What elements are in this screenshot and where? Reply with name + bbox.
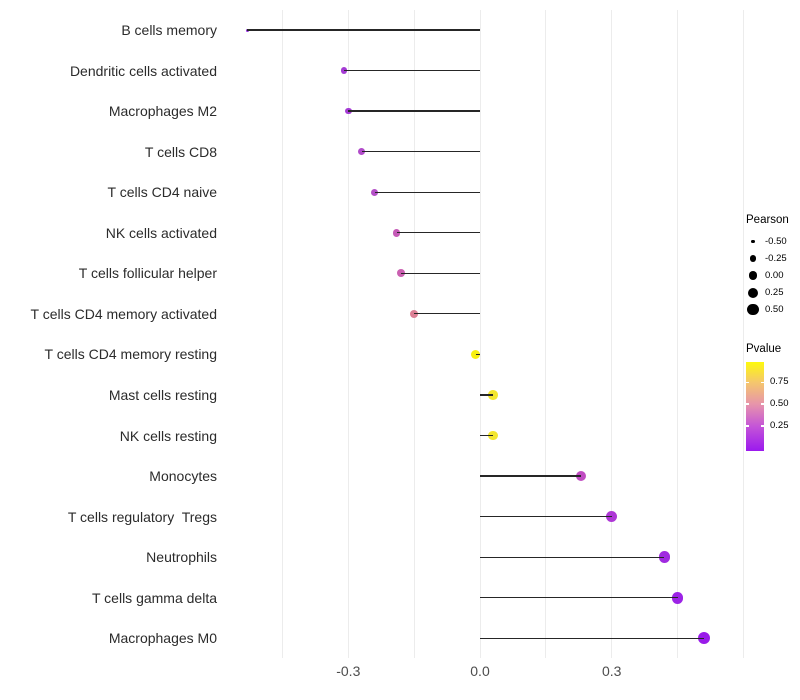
lollipop-stem xyxy=(480,475,581,477)
pvalue-tick-label: 0.75 xyxy=(770,376,789,388)
data-point xyxy=(397,269,405,278)
legend-dot-box xyxy=(746,303,760,317)
pearson-legend-label: 0.50 xyxy=(765,304,784,315)
category-label: Mast cells resting xyxy=(108,386,217,403)
pearson-legend-item: -0.25 xyxy=(746,250,789,267)
x-axis-tick-label: 0.3 xyxy=(601,663,622,679)
pearson-legend-title: Pearson xyxy=(746,214,789,226)
gridline xyxy=(611,10,613,658)
x-axis-tick-label: 0.0 xyxy=(470,663,490,679)
data-point xyxy=(357,148,366,156)
pearson-legend-item: 0.50 xyxy=(746,301,789,318)
category-label: Macrophages M2 xyxy=(108,103,217,120)
lollipop-stem xyxy=(414,313,480,315)
lollipop-stem xyxy=(480,434,494,437)
category-label: Monocytes xyxy=(149,468,217,485)
colorbar-tick xyxy=(746,425,749,427)
data-point xyxy=(344,107,352,115)
pvalue-tick-label: 0.25 xyxy=(770,419,789,431)
legend-size-dot xyxy=(748,271,758,280)
data-point xyxy=(658,551,671,563)
category-label: Neutrophils xyxy=(146,549,217,566)
gridline xyxy=(677,10,678,658)
lollipop-stem xyxy=(374,191,480,193)
lollipop-stem xyxy=(475,353,480,356)
category-label: T cells gamma delta xyxy=(91,589,217,606)
colorbar-tick xyxy=(761,425,764,427)
category-label: B cells memory xyxy=(121,22,217,38)
data-point xyxy=(697,632,710,645)
legend-dot-box xyxy=(746,286,760,300)
legend-size-dot xyxy=(747,303,759,316)
legend-dot-box xyxy=(746,269,760,283)
colorbar-tick xyxy=(746,403,749,405)
lollipop-stem xyxy=(480,515,612,518)
legend-size-dot xyxy=(748,287,758,298)
pearson-legend-label: -0.50 xyxy=(765,236,787,247)
pearson-size-legend: Pearson -0.50 -0.25 0.00 0.25 0.50 xyxy=(746,214,789,318)
category-label: NK cells resting xyxy=(119,427,217,444)
category-label: T cells CD4 naive xyxy=(107,184,217,201)
lollipop-stem xyxy=(348,110,480,112)
pvalue-legend-title: Pvalue xyxy=(746,343,782,355)
category-label: T cells CD4 memory activated xyxy=(30,305,217,322)
lollipop-stem xyxy=(343,69,480,72)
legend-size-dot xyxy=(749,255,757,262)
lollipop-stem xyxy=(480,597,678,599)
pearson-legend-label: 0.00 xyxy=(765,270,784,281)
lollipop-stem xyxy=(247,29,480,31)
category-label: Dendritic cells activated xyxy=(69,62,217,79)
lollipop-stem xyxy=(361,151,480,153)
pearson-legend-item: 0.25 xyxy=(746,284,789,301)
gridline xyxy=(347,10,349,658)
lollipop-stem xyxy=(480,556,665,558)
pearson-legend-items: -0.50 -0.25 0.00 0.25 0.50 xyxy=(746,233,789,318)
data-point xyxy=(370,188,379,196)
lollipop-stem xyxy=(480,394,494,396)
pearson-legend-label: -0.25 xyxy=(765,253,787,264)
pearson-legend-item: 0.00 xyxy=(746,267,789,284)
x-axis-tick-label: -0.3 xyxy=(336,663,361,679)
data-point xyxy=(392,228,401,237)
pvalue-color-legend: Pvalue 0.75 0.50 0.25 xyxy=(746,343,800,451)
category-label: NK cells activated xyxy=(105,224,217,241)
pearson-legend-label: 0.25 xyxy=(765,287,784,298)
gridline xyxy=(742,10,744,658)
lollipop-stem xyxy=(480,637,704,639)
category-label: T cells follicular helper xyxy=(78,265,217,282)
pvalue-colorbar-wrap: 0.75 0.50 0.25 xyxy=(746,362,800,451)
gridline xyxy=(479,10,481,658)
legend-dot-box xyxy=(746,235,760,249)
gridline xyxy=(413,10,415,658)
category-label: T cells CD8 xyxy=(144,143,217,160)
legend-dot-box xyxy=(746,252,760,266)
pvalue-colorbar xyxy=(746,362,764,451)
data-point xyxy=(606,511,618,523)
colorbar-tick xyxy=(761,403,764,405)
category-label: T cells regulatory Tregs xyxy=(67,508,217,525)
colorbar-tick xyxy=(746,381,749,383)
lollipop-stem xyxy=(401,272,480,274)
lollipop-stem xyxy=(396,232,480,234)
gridline xyxy=(545,10,547,658)
legend-size-dot xyxy=(751,239,755,244)
category-label: Macrophages M0 xyxy=(108,630,217,647)
pearson-legend-item: -0.50 xyxy=(746,233,789,250)
gridline xyxy=(281,10,283,658)
colorbar-tick xyxy=(761,381,764,383)
pvalue-tick-label: 0.50 xyxy=(770,397,789,409)
category-label: T cells CD4 memory resting xyxy=(44,346,217,363)
